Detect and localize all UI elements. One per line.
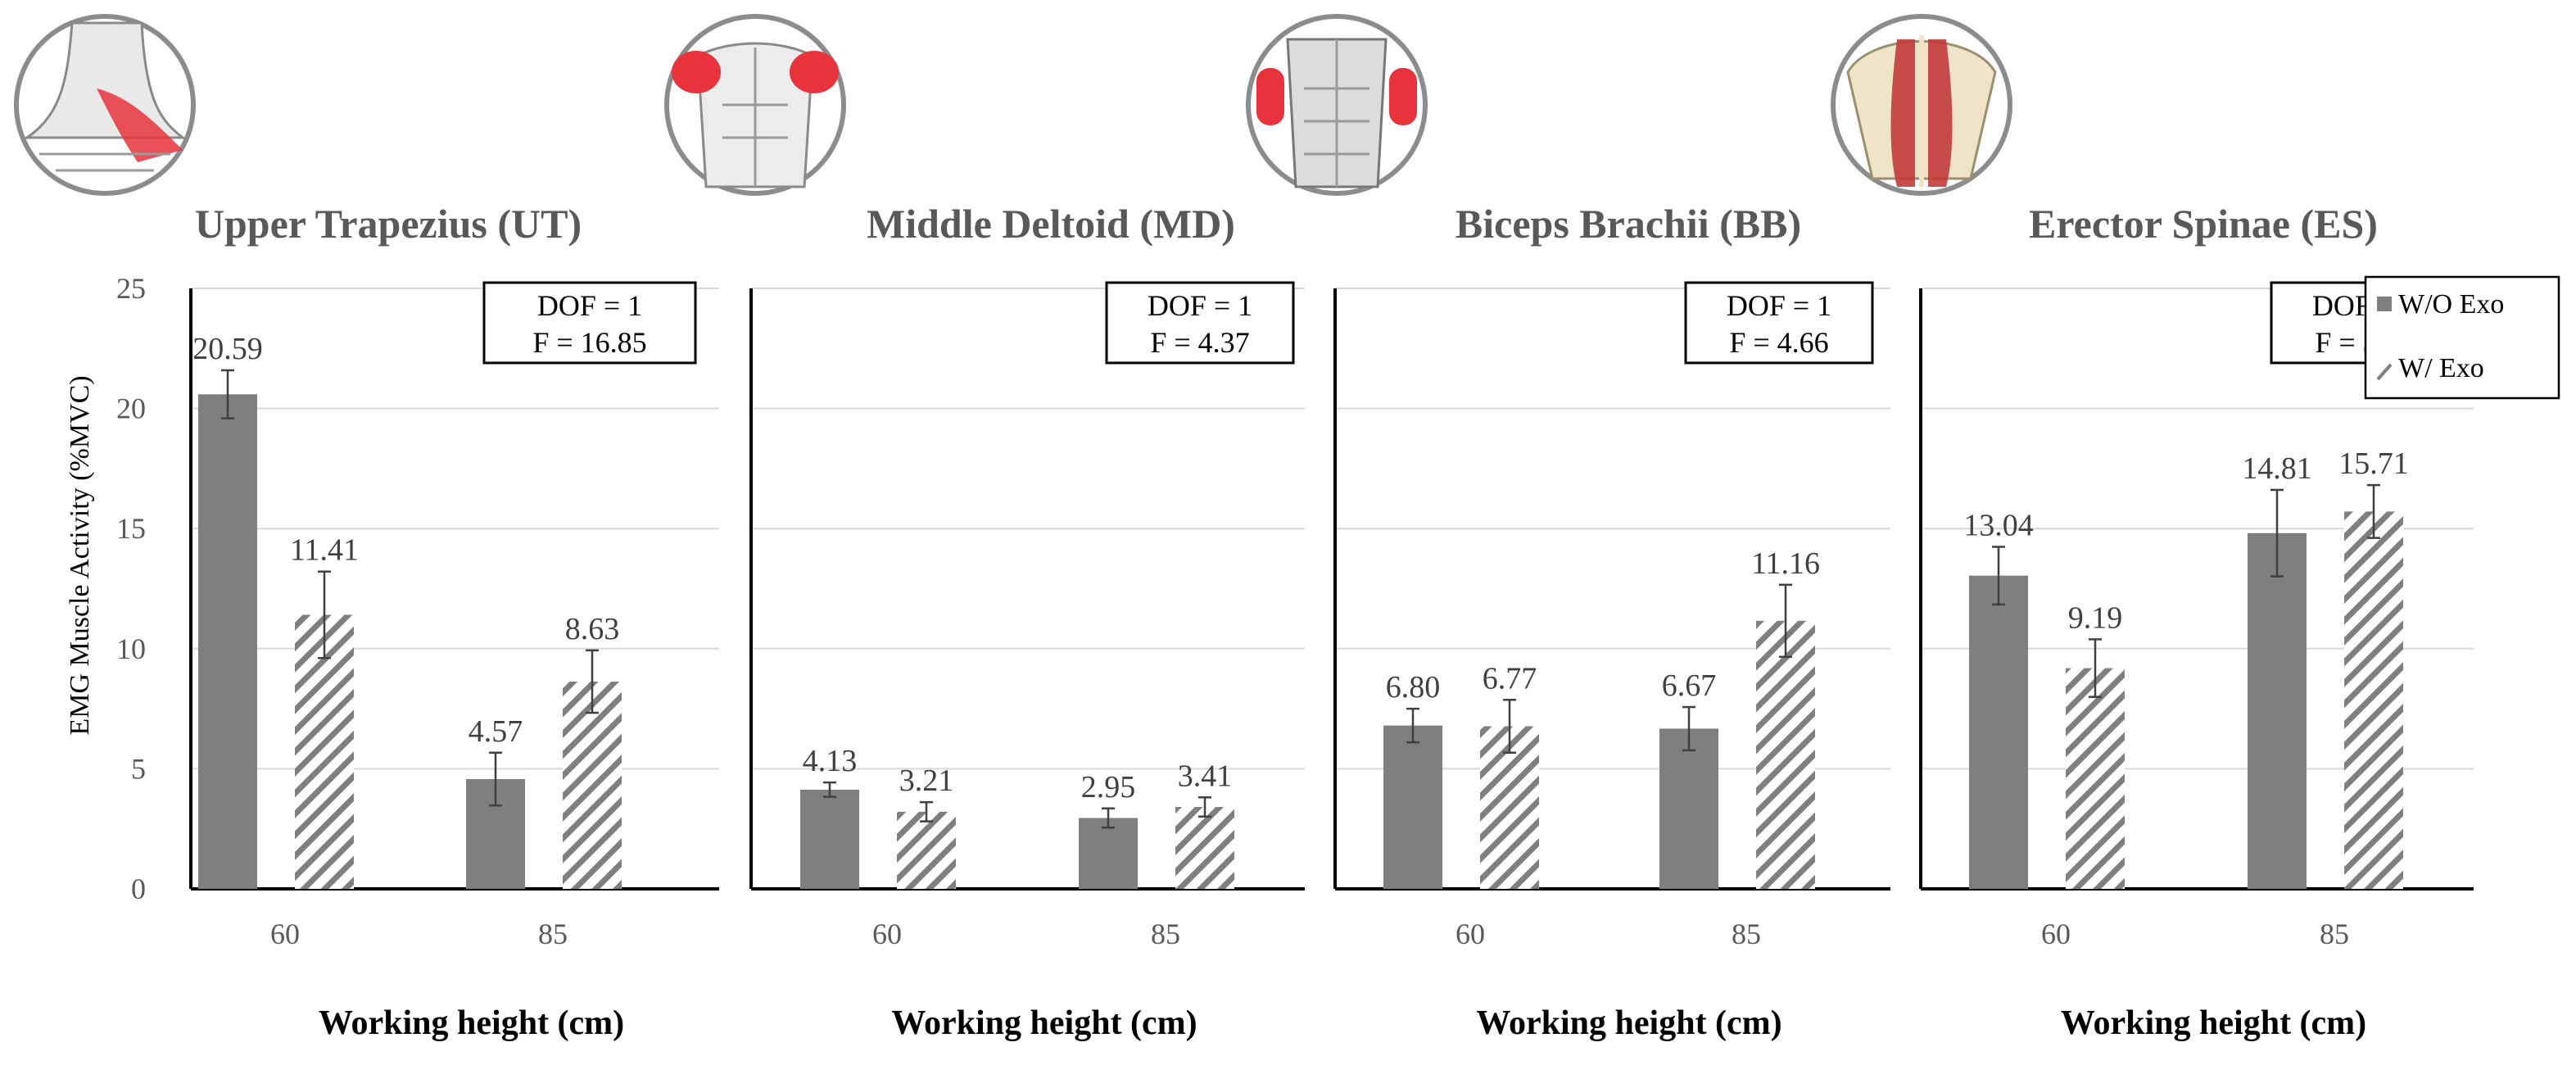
y-axis-ticks: 0 5 10 15 20 25 [116, 272, 146, 905]
error-bar [1779, 583, 1792, 659]
y-tick-label: 5 [131, 752, 146, 785]
data-label: 20.59 [192, 332, 263, 366]
error-bar [1406, 707, 1419, 744]
data-label: 6.77 [1483, 661, 1537, 696]
x-axis-label: Working height (cm) [319, 1004, 624, 1042]
data-label: 15.71 [2338, 446, 2409, 481]
y-axis-label: EMG Muscle Activity (%MVC) [65, 375, 95, 735]
bar-without-exo [1659, 728, 1718, 889]
stats-box: DOF = 1 F = 4.37 [1105, 281, 1295, 365]
bar-without-exo [198, 394, 257, 889]
stats-box-frame [1105, 281, 1295, 365]
bar-without-exo [1969, 575, 2028, 889]
data-label: 6.67 [1662, 668, 1717, 703]
data-label: 2.95 [1081, 770, 1136, 804]
data-label: 4.13 [803, 744, 858, 778]
error-bar [823, 781, 836, 798]
data-label: 4.57 [469, 714, 523, 749]
error-bar [2270, 488, 2284, 578]
x-axis-label: Working height (cm) [2061, 1004, 2366, 1042]
data-label: 3.21 [899, 764, 954, 798]
error-bar [1682, 705, 1695, 752]
bar-with-exo [295, 614, 354, 889]
error-bar [1198, 796, 1211, 818]
legend-label-without: W/O Exo [2398, 289, 2504, 320]
y-tick-label: 15 [116, 512, 146, 545]
x-tick-label: 60 [2041, 918, 2071, 950]
error-bar [318, 570, 331, 659]
error-bar [586, 649, 599, 714]
panel-title: Biceps Brachii (BB) [1456, 201, 1801, 247]
y-tick-label: 25 [116, 272, 146, 305]
error-bar [1102, 807, 1115, 829]
stats-box: DOF = 1 F = 4.66 [1684, 281, 1874, 365]
stats-box: DOF = 1 F = 16.85 [482, 281, 697, 365]
error-bar [1503, 699, 1516, 755]
bar-with-exo [897, 811, 956, 889]
stats-f: F = 16.85 [532, 326, 646, 359]
torso-biceps-icon [1246, 14, 1428, 196]
legend-swatch-hatched [2376, 363, 2393, 381]
chart-panel: Biceps Brachii (BB) Working height (cm) DO… [1333, 201, 1890, 1042]
x-tick-label: 60 [872, 918, 902, 950]
stats-dof: DOF = 1 [1727, 289, 1831, 322]
x-tick-label: 85 [2320, 918, 2349, 950]
error-bar [2089, 638, 2102, 698]
panel-title: Middle Deltoid (MD) [867, 201, 1235, 247]
chart-panels: Upper Trapezius (UT) Working height (cm) D… [189, 201, 2474, 1042]
error-bar [489, 751, 502, 807]
bar-with-exo [2066, 668, 2125, 889]
bar-without-exo [800, 789, 859, 889]
data-label: 9.19 [2068, 600, 2123, 635]
bar-without-exo [2248, 532, 2307, 889]
y-tick-label: 10 [116, 632, 146, 665]
chart-panel: Middle Deltoid (MD) Working height (cm) DO… [749, 201, 1305, 1042]
stats-dof: DOF = 1 [1148, 289, 1252, 322]
x-axis-label: Working height (cm) [1476, 1004, 1781, 1042]
bar-without-exo [1383, 725, 1442, 889]
x-tick-label: 60 [1456, 918, 1485, 950]
data-label: 11.16 [1751, 546, 1820, 581]
data-label: 8.63 [565, 612, 620, 646]
panel-title: Upper Trapezius (UT) [195, 201, 582, 247]
error-bar [920, 800, 933, 823]
bar-with-exo [1756, 620, 1815, 889]
data-label: 13.04 [1963, 508, 2034, 542]
neck-trapezius-icon [14, 14, 196, 196]
x-tick-label: 85 [1732, 918, 1761, 950]
x-axis-label: Working height (cm) [891, 1004, 1197, 1042]
chart-panel: Upper Trapezius (UT) Working height (cm) D… [189, 201, 719, 1042]
data-label: 3.41 [1178, 759, 1233, 793]
stats-box-frame [1684, 281, 1874, 365]
stats-box-frame [482, 281, 697, 365]
x-tick-label: 60 [270, 918, 300, 950]
data-label: 14.81 [2242, 451, 2312, 486]
bar-with-exo [1175, 807, 1234, 889]
x-tick-label: 85 [538, 918, 568, 950]
panel-title: Erector Spinae (ES) [2029, 201, 2378, 247]
error-bar [221, 369, 234, 419]
y-tick-label: 20 [116, 392, 146, 425]
legend-swatch-solid [2377, 297, 2392, 311]
error-bar [2367, 483, 2380, 539]
back-deltoid-icon [664, 14, 846, 196]
bar-without-exo [1079, 818, 1138, 889]
data-label: 6.80 [1386, 670, 1441, 705]
bar-with-exo [2344, 511, 2403, 889]
x-tick-label: 85 [1151, 918, 1180, 950]
stats-f: F = 4.66 [1729, 326, 1828, 359]
y-tick-label: 0 [131, 872, 146, 905]
stats-dof: DOF = 1 [537, 289, 642, 322]
stats-f: F = 4.37 [1150, 326, 1249, 359]
legend-box [2364, 275, 2560, 400]
error-bar [1992, 546, 2005, 606]
legend-label-with: W/ Exo [2398, 353, 2484, 383]
data-label: 11.41 [290, 533, 359, 568]
legend: W/O Exo W/ Exo [2364, 275, 2560, 400]
spine-erector-icon [1831, 14, 2012, 196]
bar-with-exo [563, 681, 622, 889]
